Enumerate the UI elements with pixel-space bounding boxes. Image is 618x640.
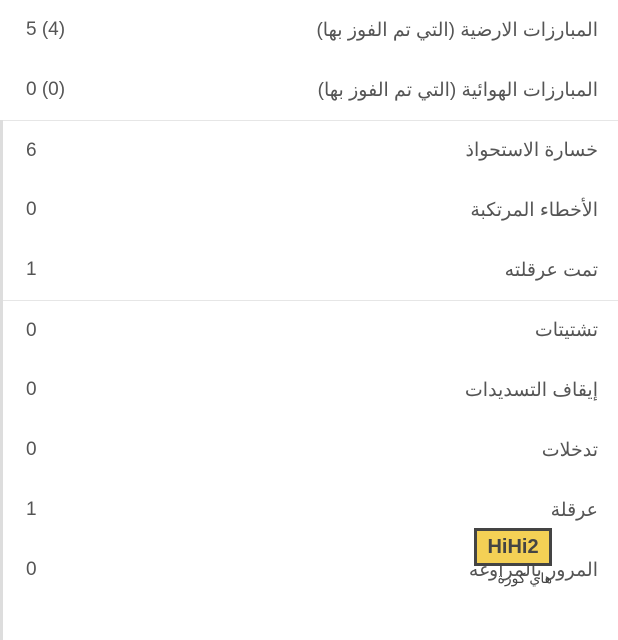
stat-label: الأخطاء المرتكبة [37, 199, 598, 222]
stat-value: 0 (0) [20, 79, 65, 101]
stat-label: المرور بالمراوغه [37, 559, 598, 582]
stat-value: 0 [20, 199, 37, 221]
stat-label: المبارزات الهوائية (التي تم الفوز بها) [65, 79, 598, 102]
stat-label: خسارة الاستحواذ [37, 139, 598, 162]
stat-label: تدخلات [37, 439, 598, 462]
stat-row: تمت عرقلته 1 [0, 240, 618, 300]
stat-label: تمت عرقلته [37, 259, 598, 282]
stat-row: المبارزات الهوائية (التي تم الفوز بها) 0… [0, 60, 618, 120]
stat-row: تشتيتات 0 [0, 300, 618, 360]
stat-row: إيقاف التسديدات 0 [0, 360, 618, 420]
stat-value: 0 [20, 439, 37, 461]
stat-row: المرور بالمراوغه 0 [0, 540, 618, 600]
stat-row: المبارزات الارضية (التي تم الفوز بها) 5 … [0, 0, 618, 60]
stat-value: 6 [20, 140, 37, 162]
stat-value: 0 [20, 320, 37, 342]
stat-label: إيقاف التسديدات [37, 379, 598, 402]
stat-value: 0 [20, 559, 37, 581]
stat-value: 1 [20, 499, 37, 521]
stat-row: عرقلة 1 [0, 480, 618, 540]
stat-value: 1 [20, 259, 37, 281]
stat-row: تدخلات 0 [0, 420, 618, 480]
stat-row: الأخطاء المرتكبة 0 [0, 180, 618, 240]
left-edge-decoration [0, 120, 3, 640]
stat-label: عرقلة [37, 499, 598, 522]
stat-row: خسارة الاستحواذ 6 [0, 120, 618, 180]
stat-label: تشتيتات [37, 319, 598, 342]
stat-value: 0 [20, 379, 37, 401]
stat-value: 5 (4) [20, 19, 65, 41]
stat-label: المبارزات الارضية (التي تم الفوز بها) [65, 19, 598, 42]
stats-list: المبارزات الارضية (التي تم الفوز بها) 5 … [0, 0, 618, 600]
